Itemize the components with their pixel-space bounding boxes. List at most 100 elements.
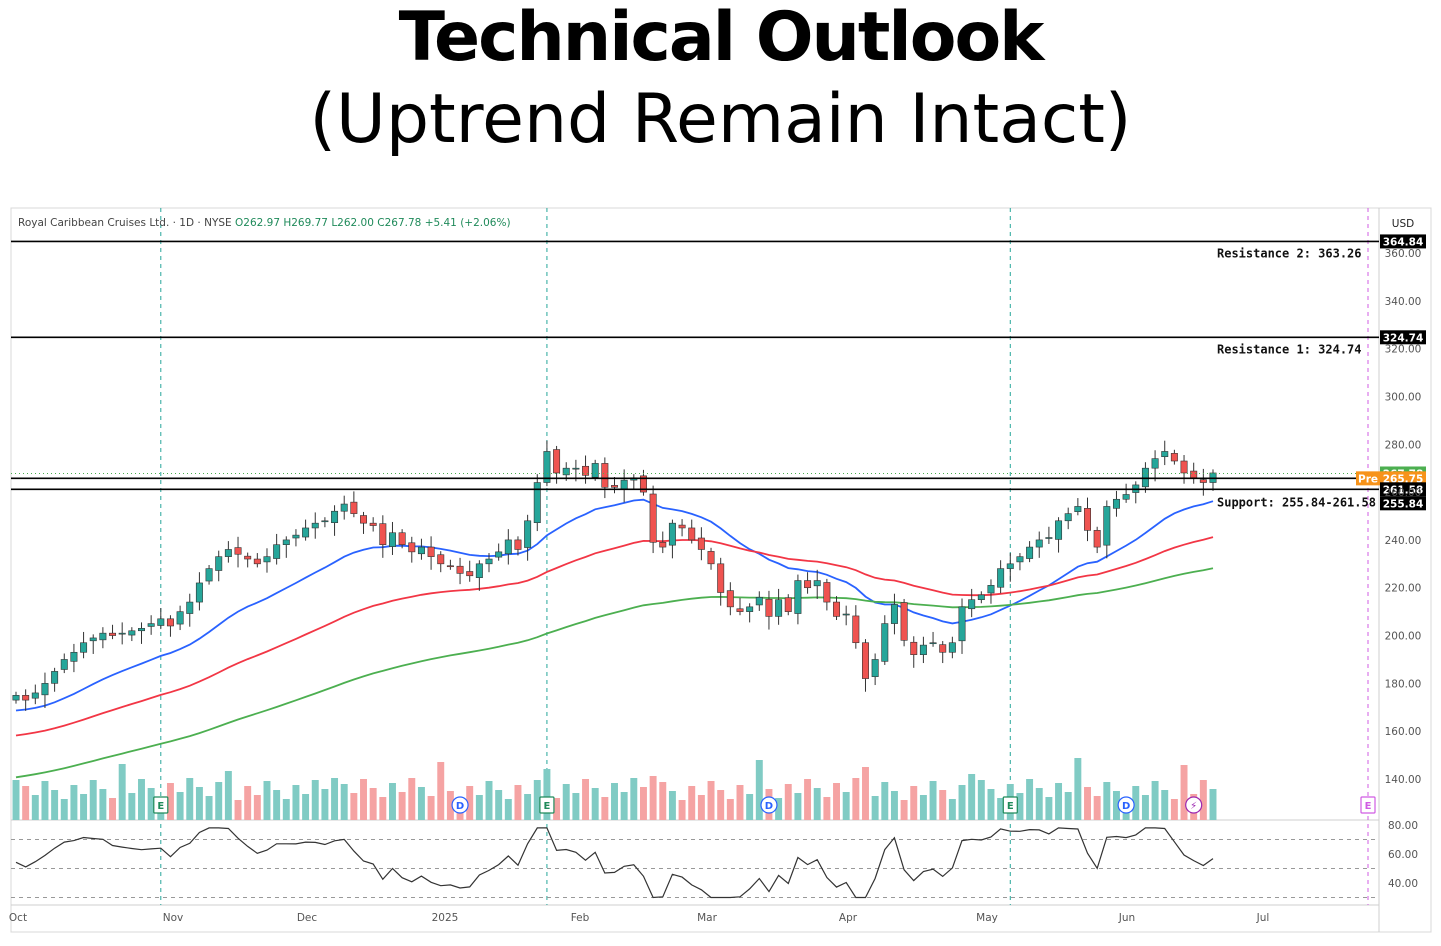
volume-bars [12,758,1217,820]
volume-bar [273,790,281,820]
volume-bar [987,789,995,820]
volume-bar [224,771,232,820]
symbol-info-part: L262.00 [331,217,377,229]
time-tick-label: Mar [697,912,717,924]
candle-body [350,501,358,514]
volume-bar [253,795,261,820]
candle-body [427,546,435,557]
candle-body [263,556,271,563]
candle-body [514,539,522,550]
volume-bar [755,760,763,820]
volume-bar [1209,789,1217,820]
currency-label: USD [1392,218,1414,230]
candle-body [273,544,281,559]
volume-bar [900,800,908,820]
price-tick-label: 140.00 [1385,774,1422,786]
volume-bar [89,780,97,820]
candle-body [639,475,647,493]
candle-body [919,644,927,655]
volume-bar [726,799,734,820]
event-marker-label[interactable]: D [456,801,464,812]
volume-bar [919,795,927,820]
candle-body [446,565,454,568]
volume-bar [524,794,532,820]
candle-body [842,613,850,616]
candle-body [466,571,474,577]
volume-bar [1035,788,1043,820]
price-tick-label: 260.00 [1385,487,1422,499]
candle-body [611,485,618,488]
price-tick-label: 240.00 [1385,535,1422,547]
candle-body [997,568,1005,588]
candle-body [553,449,561,474]
candle-body [1035,539,1043,548]
volume-bar [562,784,570,820]
volume-bar [833,783,840,820]
volume-bar [485,781,493,820]
volume-bar [533,780,541,820]
candle-body [746,606,754,612]
candle-body [871,659,879,677]
price-candles [12,440,1217,711]
volume-bar [1026,779,1034,820]
candle-body [601,463,609,488]
event-marker-bg [153,796,169,814]
volume-bar [437,762,445,820]
candle-body [977,594,985,600]
candle-body [437,554,445,565]
volume-bar [572,793,580,820]
candle-body [813,580,821,587]
price-tick-label: 300.00 [1385,391,1422,403]
ema-50-line [15,536,1214,737]
symbol-info-line: Royal Caribbean Cruises Ltd. · 1D · NYSE… [18,217,511,229]
event-marker-label[interactable]: E [1365,801,1372,812]
candle-body [717,563,725,593]
candle-body [688,527,696,541]
candle-body [109,632,117,636]
volume-bar [717,790,725,820]
candle-body [833,601,841,617]
candle-body [166,618,174,627]
candle-body [968,599,976,610]
time-tick-label: Dec [297,912,318,924]
volume-bar [948,799,956,820]
candle-body [22,695,30,701]
volume-bar [340,784,348,820]
volume-bar [350,793,358,820]
candle-body [195,582,203,603]
volume-bar [244,786,252,820]
volume-bar [1084,787,1091,820]
candle-body [456,565,464,574]
candle-body [417,546,425,555]
premarket-price-tag-bg [1380,471,1426,486]
volume-bar [504,799,512,820]
candle-body [282,539,290,545]
event-marker-label[interactable]: E [1007,801,1014,812]
event-marker-label[interactable]: E [157,801,164,812]
event-marker-label[interactable]: E [544,801,551,812]
volume-bar [823,797,831,820]
candle-body [60,659,68,670]
volume-bar [775,798,783,820]
volume-bar [736,785,744,820]
event-marker-label[interactable]: D [1122,801,1130,812]
volume-bar [360,779,367,820]
volume-bar [697,795,705,820]
volume-bar [939,790,947,820]
chart-subtitle: (Uptrend Remain Intact) [309,80,1132,159]
candle-body [1045,537,1053,539]
candle-body [1141,467,1149,488]
volume-bar [282,799,290,820]
event-marker-label[interactable]: D [765,801,773,812]
candle-body [311,522,319,529]
volume-bar [514,785,522,820]
candle-body [1064,513,1072,522]
volume-bar [138,779,145,820]
volume-bar [195,787,203,820]
event-markers[interactable]: E D E D E D ⚡ E [153,796,1376,814]
candle-body [1026,546,1034,559]
candle-body [649,493,657,543]
volume-bar [41,781,49,820]
event-marker-label[interactable]: ⚡ [1190,801,1197,812]
